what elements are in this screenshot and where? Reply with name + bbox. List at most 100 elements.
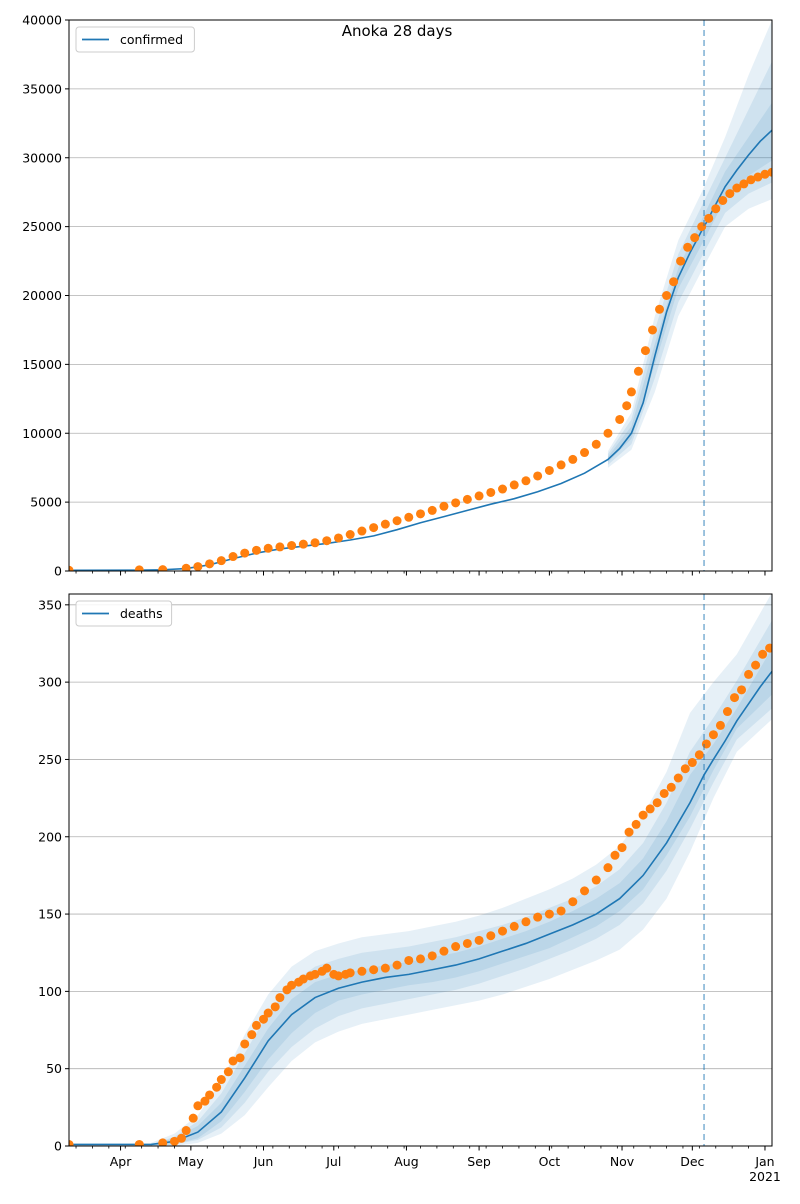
legend: deaths xyxy=(75,600,173,627)
y-tick-label: 40000 xyxy=(22,13,62,28)
data-point xyxy=(322,963,332,973)
y-tick-label: 30000 xyxy=(22,150,62,165)
data-point xyxy=(333,971,343,981)
data-point xyxy=(622,401,632,411)
data-point xyxy=(544,465,554,475)
data-point xyxy=(287,980,297,990)
legend: confirmed xyxy=(75,26,195,53)
data-point xyxy=(200,1096,210,1106)
data-point xyxy=(462,938,472,948)
plot-area xyxy=(69,594,772,1146)
data-point xyxy=(509,921,519,931)
data-point xyxy=(310,969,320,979)
data-point xyxy=(270,1002,280,1012)
data-point xyxy=(666,782,676,792)
legend-label: confirmed xyxy=(120,32,183,47)
data-point xyxy=(533,912,543,922)
data-point xyxy=(647,325,657,335)
data-point xyxy=(694,750,704,760)
data-point xyxy=(498,926,508,936)
model-line xyxy=(69,670,772,1146)
data-point xyxy=(392,960,402,970)
data-point xyxy=(603,863,613,873)
uncertainty-band xyxy=(151,594,772,1146)
data-point xyxy=(704,213,714,223)
data-point xyxy=(369,965,379,975)
data-point xyxy=(427,505,437,515)
data-point xyxy=(732,183,742,193)
data-point xyxy=(134,1139,144,1146)
data-point xyxy=(758,649,768,659)
data-point xyxy=(247,1030,257,1040)
data-point xyxy=(235,1053,245,1063)
data-point xyxy=(645,804,655,814)
data-point xyxy=(322,536,332,546)
data-point xyxy=(251,545,261,555)
data-point xyxy=(739,179,749,189)
data-point xyxy=(746,175,756,185)
plot-area xyxy=(69,20,772,571)
data-point xyxy=(275,542,285,552)
data-point xyxy=(69,1139,74,1146)
data-point xyxy=(486,931,496,941)
x-tick-label: Jun xyxy=(253,1154,274,1169)
legend-box xyxy=(75,600,173,627)
data-point xyxy=(680,764,690,774)
data-point xyxy=(509,480,519,490)
data-point xyxy=(416,509,425,519)
data-point xyxy=(711,204,721,214)
data-point xyxy=(181,563,191,571)
data-point xyxy=(451,942,461,952)
x-tick-label: Oct xyxy=(539,1154,561,1169)
data-point xyxy=(188,1113,198,1123)
data-point xyxy=(258,1014,268,1024)
data-point xyxy=(722,707,732,717)
y-tick-label: 250 xyxy=(38,752,62,767)
y-tick-label: 0 xyxy=(54,1139,62,1154)
data-point xyxy=(603,428,613,438)
data-point xyxy=(521,476,531,486)
data-point xyxy=(568,897,578,907)
data-point xyxy=(521,917,531,927)
data-point xyxy=(626,387,636,397)
data-point xyxy=(212,1082,222,1092)
data-point xyxy=(715,720,725,730)
uncertainty-band xyxy=(151,620,772,1146)
y-tick-label: 150 xyxy=(38,907,62,922)
data-point xyxy=(697,222,707,232)
data-point xyxy=(633,366,643,376)
data-point xyxy=(615,414,625,424)
data-point xyxy=(760,169,770,179)
data-point xyxy=(655,304,665,314)
x-tick-label: Jul xyxy=(325,1154,341,1169)
data-point xyxy=(624,827,634,837)
data-point xyxy=(228,552,238,562)
data-point xyxy=(556,460,566,470)
data-point xyxy=(287,541,297,551)
x-year-label: 2021 xyxy=(749,1169,781,1184)
y-tick-label: 200 xyxy=(38,829,62,844)
data-point xyxy=(568,454,578,464)
x-tick-label: May xyxy=(178,1154,204,1169)
data-point xyxy=(158,565,168,571)
data-point xyxy=(640,346,650,356)
data-point xyxy=(176,1133,186,1143)
data-point xyxy=(275,993,285,1003)
data-point xyxy=(392,516,402,526)
data-point xyxy=(439,946,449,956)
data-point xyxy=(659,788,669,798)
data-point xyxy=(652,798,662,808)
data-point xyxy=(310,538,320,548)
data-point xyxy=(690,233,700,243)
figure-title: Anoka 28 days xyxy=(342,22,453,40)
data-point xyxy=(333,533,343,543)
data-point xyxy=(357,966,367,976)
data-point xyxy=(474,491,484,501)
data-point xyxy=(380,519,390,529)
data-point xyxy=(556,906,566,916)
x-tick-label: Jan xyxy=(754,1154,774,1169)
data-point xyxy=(345,968,355,978)
data-point xyxy=(193,1101,203,1111)
data-point xyxy=(263,1008,273,1018)
